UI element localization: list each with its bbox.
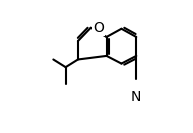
Text: N: N [131, 90, 141, 104]
Text: O: O [93, 21, 104, 35]
